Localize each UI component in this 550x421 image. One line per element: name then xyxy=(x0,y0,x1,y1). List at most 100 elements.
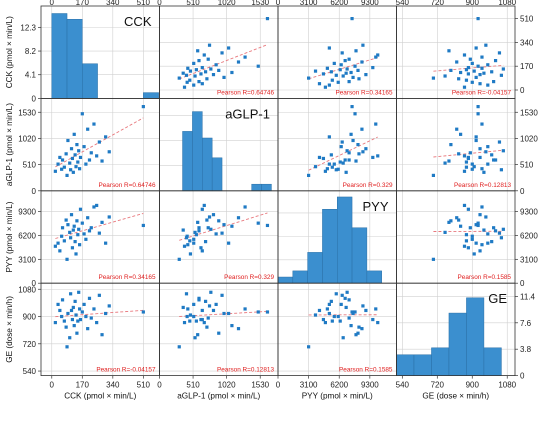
data-point xyxy=(486,63,490,67)
data-point xyxy=(376,320,380,325)
data-point xyxy=(177,345,181,349)
data-point xyxy=(78,207,83,211)
bottom-tick-label: 0 xyxy=(276,381,281,390)
data-point xyxy=(230,70,234,75)
data-point xyxy=(220,51,224,55)
bottom-tick-label: 510 xyxy=(137,381,151,390)
cell-ge-vs-aglp-1 xyxy=(159,283,278,376)
data-point xyxy=(472,69,476,73)
scatter-ge-vs-aglp-1 xyxy=(177,290,270,349)
cell-pyy-vs-ge xyxy=(396,190,515,284)
data-point xyxy=(349,132,353,136)
data-point xyxy=(462,244,467,248)
data-point xyxy=(340,51,344,55)
data-point xyxy=(62,319,66,323)
data-point xyxy=(476,17,480,21)
data-point xyxy=(455,60,459,64)
data-point xyxy=(464,239,469,243)
data-point xyxy=(493,158,498,162)
scatter-ge-vs-pyy xyxy=(307,290,380,349)
bottom-tick-label: 9300 xyxy=(361,381,379,390)
data-point xyxy=(209,290,213,294)
data-point xyxy=(466,155,470,160)
right-tick-label: 1530 xyxy=(520,108,538,117)
right-tick-label: 340 xyxy=(520,38,534,47)
data-point xyxy=(361,43,365,47)
data-point xyxy=(329,299,333,303)
data-point xyxy=(349,70,353,75)
data-point xyxy=(60,226,65,230)
data-point xyxy=(177,257,181,261)
data-point xyxy=(256,310,260,314)
data-point xyxy=(206,57,210,61)
left-tick-label: 9300 xyxy=(18,208,36,217)
data-point xyxy=(501,149,505,153)
data-point xyxy=(443,74,447,78)
histogram-bar xyxy=(261,183,272,192)
data-point xyxy=(339,145,343,149)
data-point xyxy=(181,305,185,310)
data-point xyxy=(68,161,72,165)
data-point xyxy=(374,307,378,311)
right-tick-label: 1020 xyxy=(520,134,538,143)
data-point xyxy=(447,159,451,163)
data-point xyxy=(95,203,99,208)
data-point xyxy=(53,169,57,173)
data-point xyxy=(478,155,482,160)
data-point xyxy=(222,75,226,79)
data-point xyxy=(104,311,108,316)
data-point xyxy=(431,257,436,261)
data-point xyxy=(353,310,357,314)
y-axis-label-ge: GE (dose × min/h) xyxy=(5,296,14,363)
data-point xyxy=(317,82,322,86)
data-point xyxy=(194,233,198,237)
data-point xyxy=(449,68,453,72)
histogram-bar xyxy=(448,312,467,376)
fit-line xyxy=(308,57,378,80)
top-tick-label: 510 xyxy=(137,0,151,7)
variable-label-cck: CCK xyxy=(124,14,152,29)
scatter-aglp-1-vs-cck xyxy=(53,105,145,177)
data-point xyxy=(486,145,490,149)
data-point xyxy=(341,161,345,165)
right-tick-label: 0 xyxy=(520,86,525,95)
histogram-bar xyxy=(466,297,485,376)
data-point xyxy=(332,162,336,166)
data-point xyxy=(307,76,311,80)
scatter-pyy-vs-aglp-1 xyxy=(177,203,270,261)
scatter-cck-vs-aglp-1 xyxy=(177,17,270,89)
data-point xyxy=(364,147,368,151)
data-point xyxy=(307,345,311,349)
data-point xyxy=(482,71,486,75)
data-point xyxy=(60,158,65,162)
data-point xyxy=(338,160,342,164)
histogram-bar xyxy=(51,13,68,99)
data-point xyxy=(203,240,208,244)
data-point xyxy=(69,147,74,151)
histogram-bar xyxy=(337,196,353,284)
data-point xyxy=(82,145,86,149)
top-tick-label: 1080 xyxy=(498,0,516,7)
data-point xyxy=(371,155,375,160)
histogram-bar xyxy=(366,270,382,284)
data-point xyxy=(197,296,201,300)
data-point xyxy=(196,49,200,53)
pearson-label: Pearson R=0.34165 xyxy=(98,274,155,281)
data-point xyxy=(486,241,490,245)
data-point xyxy=(194,319,198,323)
data-point xyxy=(77,227,81,231)
data-point xyxy=(462,203,467,208)
data-point xyxy=(470,234,474,238)
data-point xyxy=(313,69,318,73)
data-point xyxy=(78,167,82,171)
data-point xyxy=(353,112,357,116)
scatter-aglp-1-vs-pyy xyxy=(307,105,380,177)
data-point xyxy=(321,72,326,76)
bottom-tick-label: 1080 xyxy=(498,381,516,390)
data-point xyxy=(497,51,502,55)
histogram-bar xyxy=(182,131,193,192)
data-point xyxy=(497,231,502,235)
data-point xyxy=(75,143,79,147)
data-point xyxy=(200,82,204,86)
data-point xyxy=(66,223,70,227)
